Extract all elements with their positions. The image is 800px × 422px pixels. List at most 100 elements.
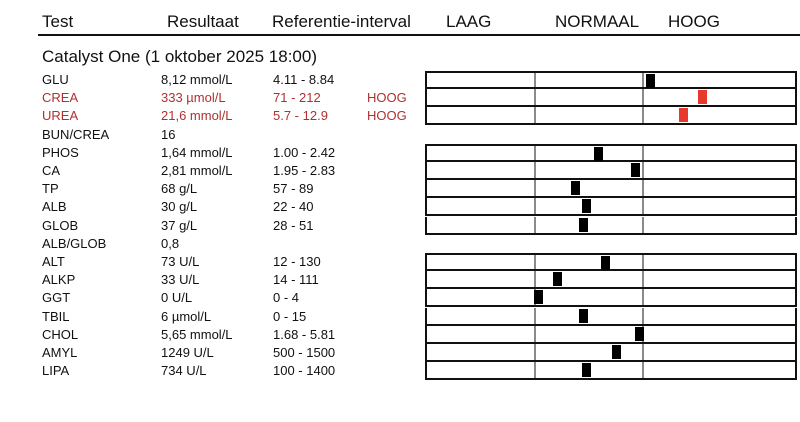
result-value: 0 U/L [161, 290, 193, 306]
test-name: LIPA [42, 363, 70, 379]
range-divider [534, 271, 536, 288]
table-row: GLOB 37 g/L 28 - 51 [0, 216, 800, 235]
table-row: CA 2,81 mmol/L 1.95 - 2.83 [0, 162, 800, 180]
table-row: CREA 333 µmol/L 71 - 212 HOOG [0, 89, 800, 108]
result-value: 734 U/L [161, 363, 207, 379]
reference-range: 0 - 15 [273, 308, 307, 324]
range-divider [534, 255, 536, 269]
range-divider [642, 271, 644, 288]
flag-label: HOOG [367, 90, 407, 106]
range-bar [425, 89, 797, 108]
range-bar [425, 344, 797, 362]
range-divider [534, 198, 536, 215]
test-name: CA [42, 163, 61, 178]
result-marker [571, 181, 580, 196]
header-test: Test [42, 12, 74, 31]
range-divider [642, 216, 644, 233]
test-name: CHOL [42, 326, 79, 342]
result-value: 2,81 mmol/L [161, 163, 233, 178]
table-row: ALKP 33 U/L 14 - 111 [0, 271, 800, 290]
test-name: ALB/GLOB [42, 235, 107, 251]
range-divider [642, 198, 644, 215]
table-row: AMYL 1249 U/L 500 - 1500 [0, 344, 800, 362]
range-divider [534, 307, 536, 324]
result-marker [553, 272, 562, 287]
test-name: TBIL [42, 308, 70, 324]
range-divider [534, 73, 536, 87]
reference-range: 28 - 51 [273, 217, 314, 233]
header-high: HOOG [668, 12, 720, 31]
range-divider [642, 307, 644, 324]
reference-range: 1.95 - 2.83 [273, 163, 336, 178]
range-divider [642, 255, 644, 269]
range-divider [642, 73, 644, 87]
range-divider [642, 89, 644, 106]
result-value: 5,65 mmol/L [161, 326, 233, 342]
reference-range: 14 - 111 [273, 272, 319, 288]
test-name: BUN/CREA [42, 126, 110, 142]
result-marker [534, 290, 543, 305]
result-value: 8,12 mmol/L [161, 72, 233, 87]
result-marker [612, 345, 621, 359]
range-bar [425, 198, 797, 217]
header-low: LAAG [446, 12, 492, 31]
table-row: ALB 30 g/L 22 - 40 [0, 198, 800, 217]
table-row: TBIL 6 µmol/L 0 - 15 [0, 307, 800, 326]
range-bar [425, 71, 797, 89]
range-divider [534, 162, 536, 178]
test-name: GLOB [42, 217, 79, 233]
section-title: Catalyst One (1 oktober 2025 18:00) [42, 47, 317, 66]
test-name: PHOS [42, 144, 79, 160]
range-bar [425, 289, 797, 308]
table-row: UREA 21,6 mmol/L 5.7 - 12.9 HOOG [0, 107, 800, 126]
range-divider [642, 107, 644, 124]
result-marker [601, 256, 610, 270]
range-divider [534, 362, 536, 379]
reference-range: 5.7 - 12.9 [273, 108, 328, 124]
range-divider [642, 145, 644, 160]
reference-range: 12 - 130 [273, 254, 321, 269]
test-name: CREA [42, 90, 79, 106]
table-row: ALT 73 U/L 12 - 130 [0, 253, 800, 271]
result-marker [582, 199, 591, 214]
result-marker [579, 217, 588, 232]
test-name: GGT [42, 290, 71, 306]
range-bar [425, 143, 797, 162]
range-bar [425, 180, 797, 199]
reference-range: 100 - 1400 [273, 363, 336, 379]
header-normal: NORMAAL [555, 12, 640, 31]
test-name: ALT [42, 254, 65, 269]
range-divider [534, 89, 536, 106]
result-value: 37 g/L [161, 217, 198, 233]
flag-label: HOOG [367, 108, 407, 124]
table-row: TP 68 g/L 57 - 89 [0, 180, 800, 199]
result-value: 33 U/L [161, 272, 200, 288]
range-bar [425, 107, 797, 126]
test-name: TP [42, 181, 59, 197]
result-marker [594, 146, 603, 161]
result-marker [635, 326, 644, 341]
range-bar [425, 325, 797, 344]
result-marker [582, 363, 591, 378]
table-row: ALB/GLOB 0,8 [0, 235, 800, 253]
range-divider [534, 145, 536, 160]
result-marker [631, 163, 640, 177]
result-value: 1249 U/L [161, 345, 214, 360]
range-divider [642, 362, 644, 379]
test-name: GLU [42, 72, 69, 87]
result-value: 73 U/L [161, 254, 200, 269]
result-value: 21,6 mmol/L [161, 108, 233, 124]
reference-range: 4.11 - 8.84 [273, 72, 335, 87]
range-bar [425, 307, 797, 326]
test-name: ALB [42, 199, 67, 215]
table-row: LIPA 734 U/L 100 - 1400 [0, 362, 800, 381]
result-marker [679, 108, 688, 123]
result-value: 333 µmol/L [161, 90, 226, 106]
range-divider [642, 180, 644, 197]
reference-range: 1.00 - 2.42 [273, 144, 336, 160]
range-divider [642, 289, 644, 306]
reference-range: 22 - 40 [273, 199, 314, 215]
table-row: GGT 0 U/L 0 - 4 [0, 289, 800, 308]
result-value: 0,8 [161, 235, 180, 251]
reference-range: 71 - 212 [273, 90, 321, 106]
